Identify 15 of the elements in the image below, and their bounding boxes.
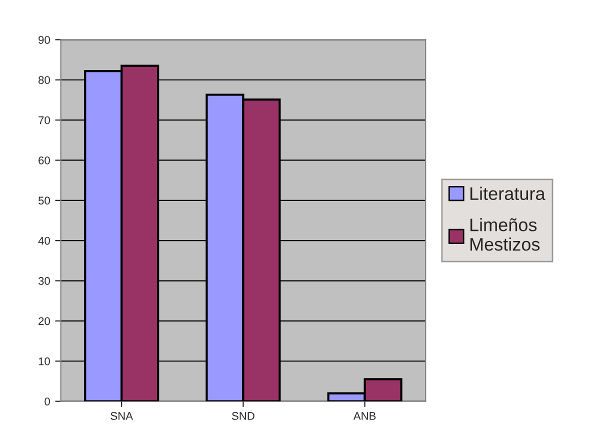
y-tick-label: 80 [38, 76, 50, 84]
y-tick-label: 40 [38, 236, 50, 245]
x-tick-label: SNA [110, 412, 133, 420]
y-tick-label: 70 [38, 116, 50, 124]
legend-label: Literatura [470, 186, 546, 200]
x-tick-label: SND [232, 412, 254, 420]
legend-label: Limeños Mestizos [470, 218, 540, 251]
x-tick-label: ANB [353, 412, 376, 420]
y-tick-label: 90 [38, 36, 50, 44]
y-tick-label: 10 [38, 357, 50, 366]
y-tick-label: 20 [38, 317, 50, 326]
y-tick-label: 50 [38, 196, 50, 205]
y-tick-label: 0 [44, 398, 50, 406]
y-tick-label: 30 [38, 277, 50, 285]
y-tick-label: 60 [38, 156, 50, 164]
